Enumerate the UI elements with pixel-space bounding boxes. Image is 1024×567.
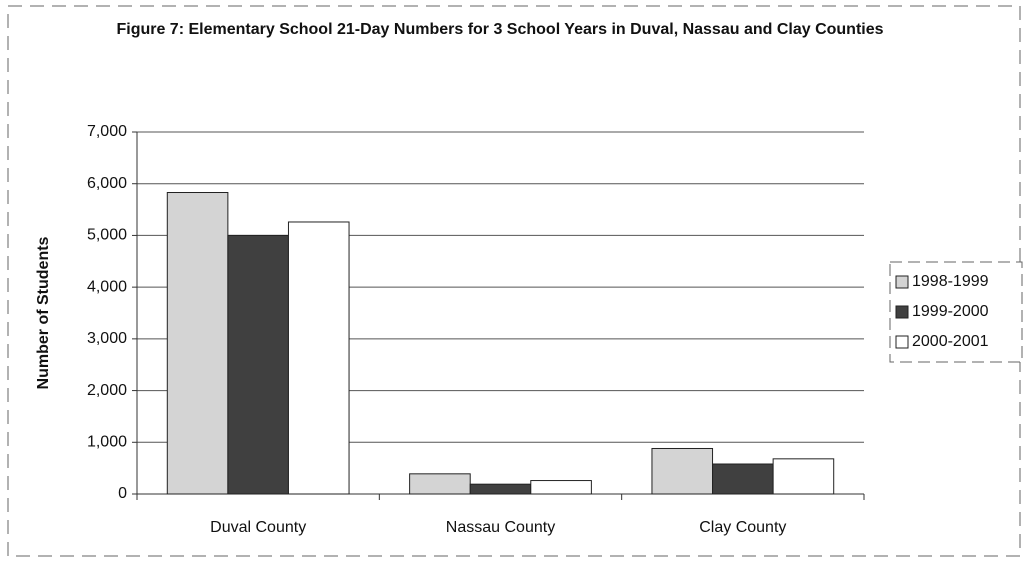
y-axis-label: Number of Students — [35, 236, 52, 389]
bar — [409, 473, 471, 495]
bar — [530, 480, 592, 495]
bar — [712, 463, 774, 495]
bar — [166, 192, 229, 495]
y-tick-label: 7,000 — [87, 123, 127, 140]
x-tick-label: Duval County — [210, 519, 306, 536]
bar — [651, 447, 714, 495]
bar — [469, 483, 532, 495]
y-tick-label: 0 — [118, 485, 127, 502]
y-tick-label: 3,000 — [87, 330, 127, 347]
legend-box — [889, 261, 1023, 363]
chart-title: Figure 7: Elementary School 21-Day Numbe… — [116, 21, 884, 38]
legend-label: 1998-1999 — [912, 273, 989, 290]
frame — [7, 5, 1021, 557]
legend-swatch — [895, 275, 909, 289]
y-tick-label: 5,000 — [87, 227, 127, 244]
legend-label: 2000-2001 — [912, 333, 989, 350]
bar — [772, 458, 835, 495]
y-tick-label: 4,000 — [87, 278, 127, 295]
y-tick-label: 6,000 — [87, 175, 127, 192]
legend-swatch — [895, 305, 909, 319]
y-tick-label: 2,000 — [87, 382, 127, 399]
legend-swatch — [895, 335, 909, 349]
y-tick-label: 1,000 — [87, 434, 127, 451]
bar — [227, 234, 289, 495]
x-tick-label: Nassau County — [446, 519, 555, 536]
bar — [287, 221, 350, 495]
x-tick-label: Clay County — [699, 519, 786, 536]
legend-label: 1999-2000 — [912, 303, 989, 320]
